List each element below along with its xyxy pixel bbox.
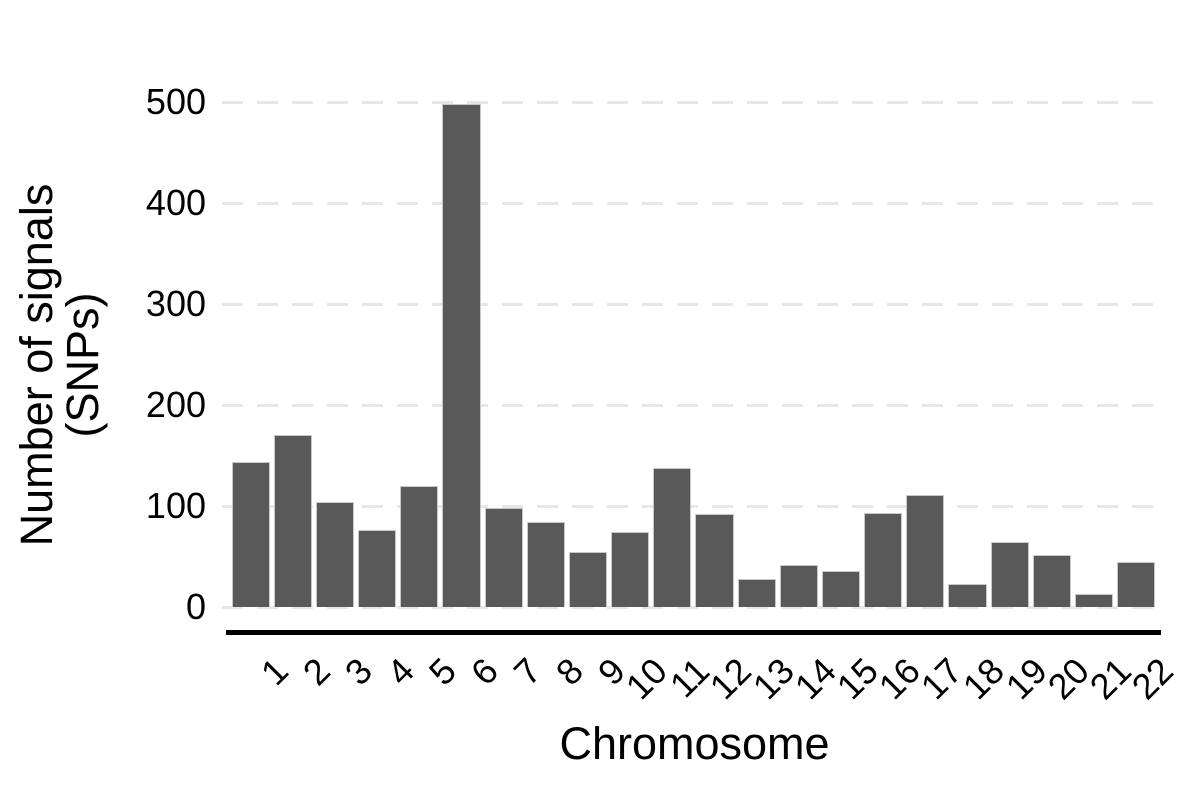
bar-chr-14 [779,564,818,607]
bar-chr-13 [737,578,776,607]
bar-chr-20 [1032,555,1071,607]
bar-chr-4 [358,530,397,607]
y-tick-label-300: 300 [145,283,206,324]
bar-chr-7 [484,508,523,607]
gridline-y-400 [222,201,1167,205]
bar-chr-1 [231,461,270,607]
bar-chr-2 [273,435,312,607]
bar-chr-6 [442,104,481,607]
x-axis-title: Chromosome [559,718,830,769]
bar-chr-21 [1074,593,1114,607]
bar-chr-15 [821,570,861,607]
bar-chr-11 [653,467,692,607]
gridline-y-200 [222,403,1167,407]
bar-chr-3 [315,501,355,607]
bar-chr-9 [568,552,608,607]
bar-chr-10 [611,532,650,607]
x-axis-line [226,630,1161,635]
gridline-y-100 [222,504,1167,508]
bar-chr-19 [990,542,1029,607]
bar-chr-18 [948,583,987,607]
gridline-y-0 [222,605,1167,609]
y-axis-title-line2: (SNPs) [57,292,108,438]
bar-chr-5 [400,485,439,607]
y-tick-label-400: 400 [145,182,206,223]
bar-chr-8 [526,522,565,607]
y-tick-label-0: 0 [185,586,206,627]
y-axis-title-line1: Number of signals [11,183,62,547]
bar-chr-16 [864,513,903,607]
gridline-y-500 [222,100,1167,104]
y-tick-label-500: 500 [145,81,206,122]
y-tick-label-200: 200 [145,384,206,425]
bar-chr-17 [906,494,945,607]
bar-chr-12 [695,514,734,607]
bar-chr-22 [1117,561,1156,607]
gridline-y-300 [222,302,1167,306]
y-tick-label-100: 100 [145,485,206,526]
y-axis-title: Number of signals (SNPs) [11,145,108,585]
